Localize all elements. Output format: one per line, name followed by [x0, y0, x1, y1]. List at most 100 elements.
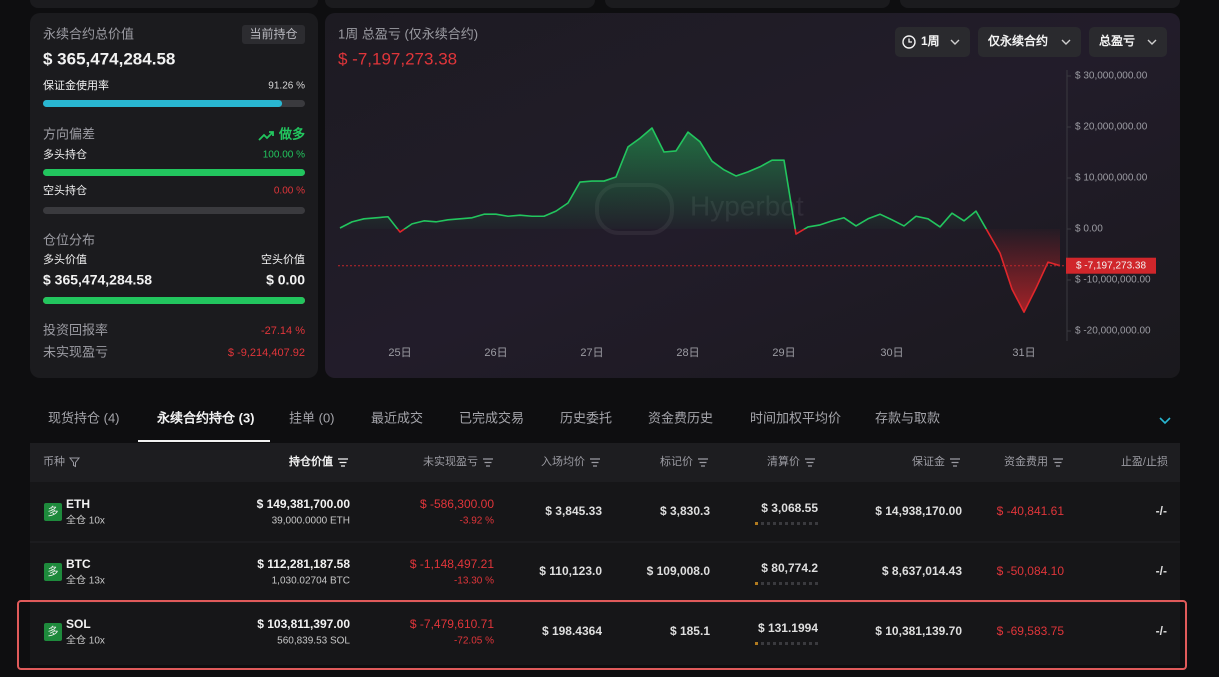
- tab[interactable]: 挂单 (0): [289, 410, 335, 425]
- unrealized-pnl-pct: -3.92 %: [460, 516, 495, 527]
- risk-dot: [767, 642, 770, 645]
- tab[interactable]: 最近成交: [371, 410, 423, 425]
- margin-usage-value: 91.26 %: [268, 81, 305, 92]
- risk-dot: [809, 582, 812, 585]
- risk-dot: [815, 642, 818, 645]
- tab[interactable]: 历史委托: [560, 410, 612, 425]
- dropdown[interactable]: [1089, 27, 1167, 57]
- x-tick-label: 29日: [772, 347, 795, 359]
- short-label: 空头持仓: [43, 183, 87, 197]
- risk-dot: [773, 582, 776, 585]
- sort-icon: [590, 458, 600, 467]
- risk-dot: [755, 582, 758, 585]
- tab[interactable]: 现货持仓 (4): [48, 410, 120, 425]
- clock-icon: [902, 35, 916, 49]
- position-value: $ 103,811,397.00: [257, 617, 350, 631]
- risk-dot: [785, 642, 788, 645]
- entry-price: $ 3,845.33: [545, 504, 602, 518]
- dropdown-label[interactable]: 总盈亏: [1099, 33, 1135, 48]
- dropdown[interactable]: [895, 27, 970, 57]
- risk-dot: [803, 582, 806, 585]
- risk-dot: [779, 642, 782, 645]
- badge-bg: [242, 25, 305, 44]
- roi-label: 投资回报率: [43, 322, 108, 337]
- y-tick-label: $ 0.00: [1075, 224, 1103, 235]
- long-value-label: 多头价值: [43, 252, 87, 266]
- table-header: [30, 443, 1180, 482]
- column-header[interactable]: 未实现盈亏: [423, 454, 478, 468]
- column-header[interactable]: 标记价: [660, 454, 693, 468]
- tab[interactable]: 时间加权平均价: [750, 410, 841, 425]
- funding-fee: $ -40,841.61: [997, 504, 1065, 518]
- unrealized-pnl-pct: -13.30 %: [454, 576, 494, 587]
- panel-edge: [325, 0, 595, 8]
- column-header[interactable]: 止盈/止损: [1121, 454, 1168, 468]
- margin: $ 10,381,139.70: [875, 624, 962, 638]
- risk-dot: [755, 642, 758, 645]
- risk-dot: [767, 522, 770, 525]
- sort-icon: [805, 458, 815, 467]
- clock-hand: [908, 38, 912, 43]
- risk-dot: [809, 642, 812, 645]
- sort-icon: [483, 458, 493, 467]
- tab[interactable]: 存款与取款: [875, 410, 940, 425]
- panel-edge: [30, 0, 318, 8]
- distribution-label: 仓位分布: [43, 232, 95, 247]
- panel-edge: [900, 0, 1180, 8]
- mark-price: $ 109,008.0: [647, 564, 711, 578]
- tp-sl[interactable]: -/-: [1156, 504, 1167, 518]
- sort-icon: [698, 458, 708, 467]
- chart-title: 1周 总盈亏 (仅永续合约): [338, 26, 478, 41]
- highlight-box: [17, 600, 1187, 670]
- progress-fill: [43, 297, 305, 304]
- y-tick-label: $ 10,000,000.00: [1075, 173, 1148, 184]
- tp-sl[interactable]: -/-: [1156, 624, 1167, 638]
- unrealized-pnl-pct: -72.05 %: [454, 636, 494, 647]
- risk-dot: [815, 582, 818, 585]
- roi-value: -27.14 %: [261, 325, 305, 337]
- position-size: 560,839.53 SOL: [277, 636, 350, 647]
- x-tick-label: 31日: [1012, 347, 1035, 359]
- x-tick-label: 25日: [388, 347, 411, 359]
- expand-chevron[interactable]: [1159, 417, 1171, 425]
- column-header[interactable]: 入场均价: [541, 454, 585, 468]
- column-header[interactable]: 清算价: [767, 454, 800, 468]
- margin: $ 8,637,014.43: [882, 564, 962, 578]
- column-header[interactable]: 保证金: [912, 454, 945, 468]
- mark-price: $ 185.1: [670, 624, 710, 638]
- dropdown-label[interactable]: 1周: [921, 34, 940, 48]
- risk-dot: [779, 582, 782, 585]
- risk-dot: [779, 522, 782, 525]
- x-tick-label: 30日: [880, 347, 903, 359]
- column-header[interactable]: 币种: [43, 454, 65, 468]
- dropdown[interactable]: [978, 27, 1081, 57]
- tab[interactable]: 永续合约持仓 (3): [156, 410, 255, 425]
- upnl-value: $ -9,214,407.92: [228, 347, 305, 359]
- column-header[interactable]: 资金费用: [1004, 454, 1048, 468]
- symbol: BTC: [66, 557, 91, 571]
- long-pct: 100.00 %: [263, 150, 305, 161]
- chevron: [1061, 39, 1071, 45]
- mark-price: $ 3,830.3: [660, 504, 710, 518]
- liquidation-price: $ 3,068.55: [761, 501, 818, 515]
- tp-sl[interactable]: -/-: [1156, 564, 1167, 578]
- margin-mode: 全仓 10x: [66, 514, 105, 527]
- risk-dot: [791, 642, 794, 645]
- chevron: [1147, 39, 1157, 45]
- risk-dot: [773, 522, 776, 525]
- risk-dot: [785, 522, 788, 525]
- tab[interactable]: 已完成交易: [459, 410, 524, 425]
- unrealized-pnl: $ -7,479,610.71: [410, 617, 494, 631]
- liquidation-price: $ 131.1994: [758, 621, 818, 635]
- tab[interactable]: 资金费历史: [648, 410, 713, 425]
- dropdown-label[interactable]: 仅永续合约: [987, 33, 1048, 48]
- funding-fee: $ -69,583.75: [997, 624, 1065, 638]
- risk-dot: [797, 642, 800, 645]
- unrealized-pnl: $ -586,300.00: [420, 497, 494, 511]
- risk-dot: [809, 522, 812, 525]
- y-tick-label: $ 20,000,000.00: [1075, 122, 1148, 133]
- column-header[interactable]: 持仓价值: [289, 454, 333, 468]
- summary-label: 永续合约总价值: [43, 26, 134, 41]
- side-badge-label: 多: [48, 504, 59, 518]
